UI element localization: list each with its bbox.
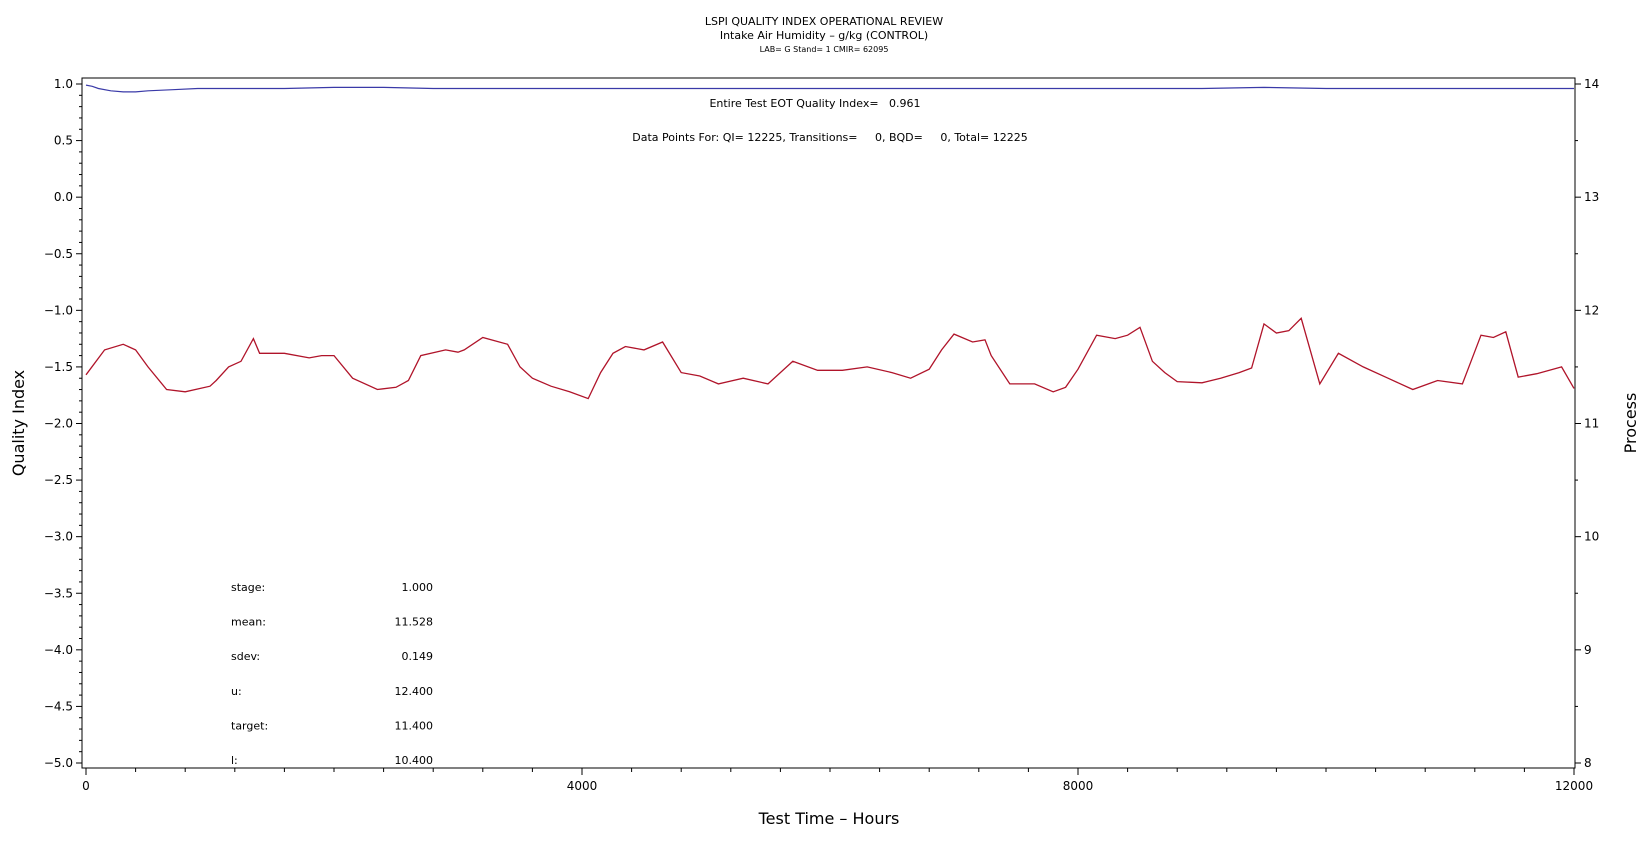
y-right-tick-label: 12 [1584, 303, 1599, 317]
y-right-tick-label: 8 [1584, 756, 1592, 770]
x-tick-label: 4000 [567, 779, 598, 793]
stat-value: 10.400 [395, 754, 434, 767]
chart-title: LSPI QUALITY INDEX OPERATIONAL REVIEW [705, 15, 943, 28]
y-left-tick-label: −2.0 [44, 417, 73, 431]
y-left-tick-label: −3.5 [44, 586, 73, 600]
stats-block: stage: 1.000 mean: 11.528 sdev: 0.149 u: 12.400… [231, 581, 433, 767]
y-left-tick-label: 1.0 [54, 77, 73, 91]
y-right-tick-label: 9 [1584, 643, 1592, 657]
y-left-tick-label: −1.5 [44, 360, 73, 374]
x-axis-label: Test Time – Hours [758, 809, 900, 828]
stat-value: 1.000 [402, 581, 434, 594]
x-tick-label: 8000 [1063, 779, 1094, 793]
y-left-tick-label: −1.0 [44, 303, 73, 317]
process-line [85, 317, 1575, 400]
y-right-axis-label: Process [1621, 393, 1640, 454]
y-left-tick-label: −3.0 [44, 530, 73, 544]
quality-index-line [85, 84, 1574, 93]
y-left-tick-label: −5.0 [44, 756, 73, 770]
data-points-annotation: Data Points For: QI= 12225, Transitions=… [632, 131, 1027, 144]
y-left-axis-ticks: 1.0 0.5 0.0 −0.5 −1.0 −1.5 −2.0 −2.5 −3.0 −3.5 −4.… [44, 77, 82, 770]
chart-subtitle: Intake Air Humidity – g/kg (CONTROL) [720, 29, 928, 42]
y-left-tick-label: 0.0 [54, 190, 73, 204]
y-left-tick-label: −4.5 [44, 699, 73, 713]
y-right-tick-label: 14 [1584, 77, 1599, 91]
x-tick-label: 0 [82, 779, 90, 793]
chart-subtitle-2: LAB= G Stand= 1 CMIR= 62095 [760, 45, 889, 54]
y-right-tick-label: 10 [1584, 530, 1599, 544]
stat-label: l: [231, 754, 238, 767]
y-left-tick-label: −2.5 [44, 473, 73, 487]
y-right-tick-label: 11 [1584, 417, 1599, 431]
y-left-tick-label: −0.5 [44, 247, 73, 261]
y-left-minor-ticks [79, 94, 82, 753]
y-left-tick-label: −4.0 [44, 643, 73, 657]
x-minor-ticks [135, 768, 1525, 772]
stat-value: 0.149 [402, 650, 434, 663]
y-right-axis-ticks: 14 13 12 11 10 9 8 [1575, 77, 1599, 770]
y-left-tick-label: 0.5 [54, 134, 73, 148]
stat-label: u: [231, 685, 242, 698]
x-tick-label: 12000 [1555, 779, 1593, 793]
stat-value: 11.528 [395, 616, 434, 629]
y-left-axis-label: Quality Index [9, 370, 28, 476]
stat-label: sdev: [231, 650, 260, 663]
y-right-tick-label: 13 [1584, 190, 1599, 204]
stat-value: 12.400 [395, 685, 434, 698]
plot-frame [81, 77, 1576, 769]
stat-value: 11.400 [395, 719, 434, 732]
stat-label: mean: [231, 616, 266, 629]
stat-label: target: [231, 719, 268, 732]
stat-label: stage: [231, 581, 265, 594]
y-right-minor-ticks [1575, 140, 1578, 707]
quality-index-annotation: Entire Test EOT Quality Index= 0.961 [709, 97, 920, 110]
x-axis-ticks: 0 4000 8000 12000 [82, 768, 1593, 793]
